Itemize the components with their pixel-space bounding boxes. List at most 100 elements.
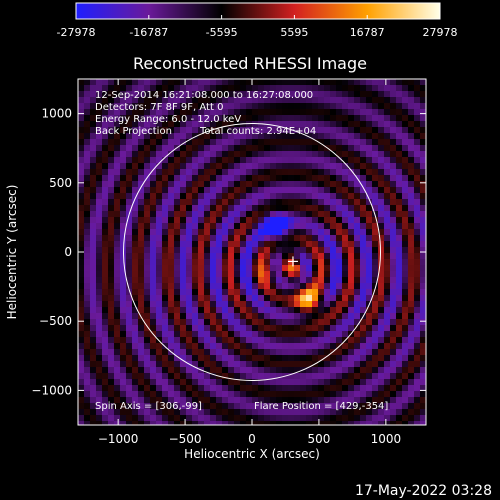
heatmap-cell — [276, 379, 283, 386]
heatmap-cell — [216, 349, 223, 356]
heatmap-cell — [102, 289, 109, 296]
heatmap-cell — [420, 361, 426, 368]
heatmap-cell — [156, 151, 163, 158]
heatmap-cell — [252, 403, 259, 410]
heatmap-cell — [306, 253, 313, 260]
heatmap-cell — [348, 337, 355, 344]
heatmap-cell — [84, 229, 91, 236]
heatmap-cell — [138, 367, 145, 374]
heatmap-cell — [270, 373, 277, 380]
heatmap-cell — [180, 421, 187, 425]
heatmap-cell — [348, 175, 355, 182]
heatmap-cell — [420, 391, 426, 398]
heatmap-cell — [84, 175, 91, 182]
heatmap-cell — [180, 295, 187, 302]
heatmap-cell — [120, 421, 127, 425]
heatmap-cell — [300, 265, 307, 272]
heatmap-cell — [378, 379, 385, 386]
heatmap-cell — [198, 247, 205, 254]
heatmap-cell — [312, 409, 319, 416]
heatmap-cell — [120, 349, 127, 356]
y-axis-label: Heliocentric Y (arcsec) — [5, 185, 19, 320]
heatmap-cell — [174, 211, 181, 218]
heatmap-cell — [402, 175, 409, 182]
heatmap-cell — [198, 169, 205, 176]
heatmap-cell — [408, 97, 415, 104]
heatmap-cell — [114, 253, 121, 260]
heatmap-cell — [156, 181, 163, 188]
heatmap-cell — [192, 103, 199, 110]
heatmap-cell — [210, 409, 217, 416]
heatmap-cell — [336, 331, 343, 338]
heatmap-cell — [222, 319, 229, 326]
heatmap-cell — [348, 91, 355, 98]
heatmap-cell — [174, 91, 181, 98]
heatmap-cell — [108, 307, 115, 314]
heatmap-cell — [246, 415, 253, 422]
heatmap-cell — [162, 175, 169, 182]
heatmap-cell — [132, 283, 139, 290]
heatmap-cell — [306, 259, 313, 266]
heatmap-cell — [258, 211, 265, 218]
heatmap-cell — [144, 295, 151, 302]
heatmap-cell — [264, 235, 271, 242]
heatmap-cell — [144, 337, 151, 344]
heatmap-cell — [186, 343, 193, 350]
heatmap-cell — [210, 157, 217, 164]
heatmap-cell — [132, 331, 139, 338]
heatmap-cell — [348, 349, 355, 356]
heatmap-cell — [300, 331, 307, 338]
heatmap-cell — [378, 331, 385, 338]
heatmap-cell — [138, 265, 145, 272]
heatmap-cell — [210, 175, 217, 182]
heatmap-cell — [300, 313, 307, 320]
heatmap-cell — [312, 415, 319, 422]
heatmap-cell — [78, 361, 85, 368]
heatmap-cell — [390, 415, 397, 422]
heatmap-cell — [246, 145, 253, 152]
heatmap-cell — [402, 241, 409, 248]
heatmap-cell — [240, 277, 247, 284]
heatmap-cell — [372, 337, 379, 344]
heatmap-cell — [408, 115, 415, 122]
heatmap-cell — [156, 109, 163, 116]
heatmap-cell — [318, 85, 325, 92]
heatmap-cell — [222, 91, 229, 98]
spin-axis-label: Spin Axis = [306,-99] — [95, 401, 202, 412]
heatmap-cell — [180, 391, 187, 398]
heatmap-cell — [252, 223, 259, 230]
heatmap-cell — [240, 127, 247, 134]
info-time-range: 12-Sep-2014 16:21:08.000 to 16:27:08.000 — [95, 90, 313, 101]
heatmap-cell — [258, 193, 265, 200]
heatmap-cell — [276, 343, 283, 350]
heatmap-cell — [78, 133, 85, 140]
heatmap-cell — [210, 379, 217, 386]
heatmap-cell — [276, 409, 283, 416]
heatmap-cell — [78, 127, 85, 134]
heatmap-cell — [342, 199, 349, 206]
heatmap-cell — [330, 331, 337, 338]
heatmap-cell — [90, 271, 97, 278]
heatmap-cell — [174, 349, 181, 356]
heatmap-cell — [300, 373, 307, 380]
heatmap-cell — [288, 301, 295, 308]
heatmap-cell — [102, 193, 109, 200]
heatmap-cell — [156, 421, 163, 425]
heatmap-cell — [360, 133, 367, 140]
heatmap-cell — [120, 271, 127, 278]
heatmap-cell — [288, 355, 295, 362]
x-tick-label: 1000 — [371, 432, 402, 446]
heatmap-cell — [252, 235, 259, 242]
heatmap-cell — [174, 271, 181, 278]
heatmap-cell — [360, 319, 367, 326]
heatmap-cell — [390, 349, 397, 356]
heatmap-cell — [270, 169, 277, 176]
heatmap-cell — [222, 265, 229, 272]
heatmap-cell — [126, 223, 133, 230]
heatmap-cell — [372, 91, 379, 98]
heatmap-cell — [222, 127, 229, 134]
heatmap-cell — [366, 337, 373, 344]
heatmap-cell — [228, 319, 235, 326]
heatmap-cell — [396, 211, 403, 218]
heatmap-cell — [96, 271, 103, 278]
